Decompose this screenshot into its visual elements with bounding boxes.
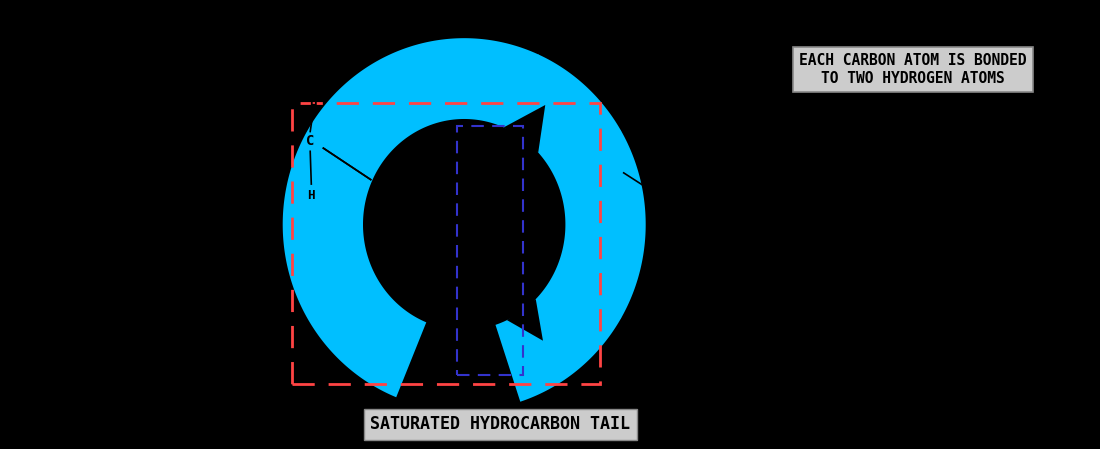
Text: EACH CARBON ATOM IS BONDED
TO TWO HYDROGEN ATOMS: EACH CARBON ATOM IS BONDED TO TWO HYDROG… <box>800 53 1026 86</box>
Text: H: H <box>675 158 682 170</box>
Bar <box>456 126 522 375</box>
Polygon shape <box>507 299 543 341</box>
Text: H: H <box>309 99 316 112</box>
Polygon shape <box>283 38 646 402</box>
Text: SATURATED HYDROCARBON TAIL: SATURATED HYDROCARBON TAIL <box>371 415 630 433</box>
Bar <box>292 103 600 384</box>
Text: C: C <box>306 134 315 149</box>
Polygon shape <box>504 105 546 153</box>
Polygon shape <box>532 54 621 146</box>
Text: H: H <box>308 189 315 202</box>
Text: H: H <box>675 241 682 253</box>
Text: C: C <box>674 197 683 211</box>
Polygon shape <box>536 299 621 386</box>
